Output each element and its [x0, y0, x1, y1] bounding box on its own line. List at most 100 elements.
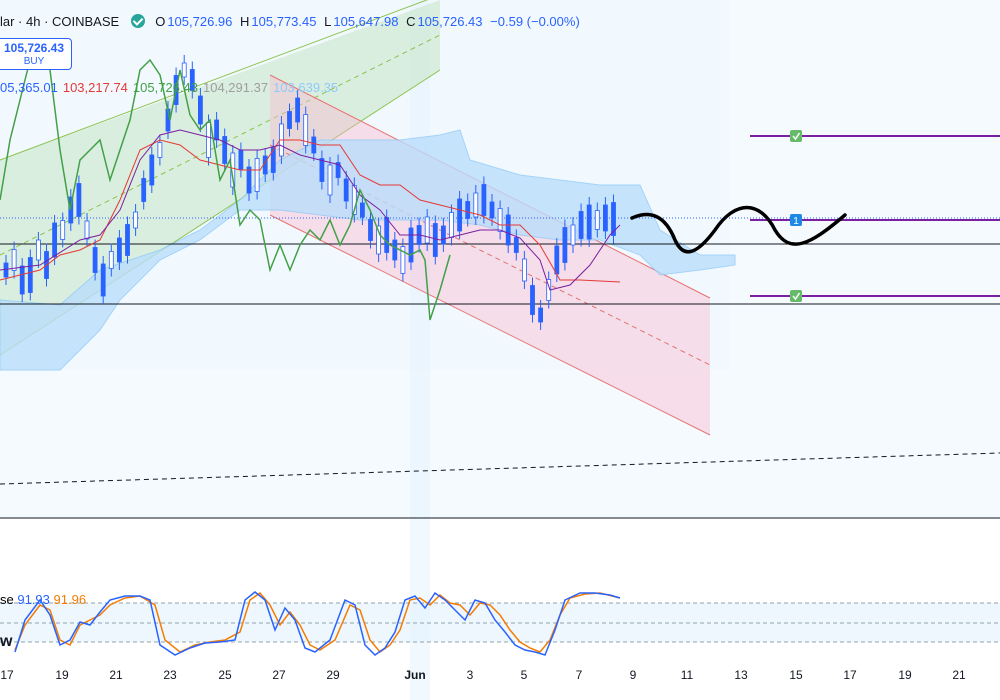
- ichimoku-value-1: 05,365.01: [0, 80, 58, 95]
- candle-body: [513, 237, 519, 253]
- candle-body: [489, 201, 495, 219]
- candle-body: [335, 162, 341, 178]
- time-axis-label: 17: [843, 668, 857, 682]
- candle-body: [562, 227, 568, 263]
- time-axis-label: Jun: [404, 668, 426, 682]
- ohlc-open: O 105,726.96: [155, 14, 233, 29]
- candle-body: [481, 184, 487, 216]
- candle-body: [611, 202, 616, 236]
- target-number-marker[interactable]: 1: [790, 214, 802, 227]
- candle-body: [530, 285, 535, 315]
- svg-text:1: 1: [793, 216, 799, 227]
- time-axis-label: 19: [55, 668, 69, 682]
- candle-body: [76, 183, 82, 217]
- candle-body: [327, 164, 333, 196]
- candle-body: [440, 225, 446, 245]
- kijun-line: [0, 129, 621, 291]
- time-axis-label: 21: [952, 668, 966, 682]
- trend-line-dashed: [0, 452, 1000, 485]
- day-highlight: [410, 0, 430, 700]
- candle-body: [141, 178, 147, 202]
- candle-body: [206, 122, 211, 158]
- time-axis-label: 27: [272, 668, 286, 682]
- time-axis-label: 5: [520, 668, 528, 682]
- ichimoku-cloud: [0, 129, 736, 371]
- ichimoku-value-5: 103,639.35: [273, 80, 339, 95]
- candle-body: [189, 69, 195, 91]
- time-axis-label: 7: [575, 668, 583, 682]
- candle-body: [586, 204, 592, 240]
- buy-label: BUY: [23, 56, 45, 67]
- buy-button[interactable]: 105,726.43 BUY: [0, 38, 72, 70]
- ascending-channel-mid: [0, 34, 441, 256]
- stoch-k-value: 91.93: [17, 592, 50, 607]
- projection-shade: [730, 0, 1000, 518]
- time-axis-label: 15: [789, 668, 803, 682]
- time-axis-label: 29: [326, 668, 340, 682]
- candle-body: [424, 216, 430, 244]
- candle-body: [246, 166, 252, 194]
- ichimoku-value-4: 104,291.37: [203, 80, 269, 95]
- descending-channel-bottom: [269, 214, 711, 436]
- projection-drawing[interactable]: [630, 205, 847, 254]
- chart-header: lar · 4h · COINBASE O 105,726.96 H 105,773.…: [0, 14, 584, 29]
- time-axis-label: 21: [109, 668, 123, 682]
- candle-body: [222, 136, 228, 164]
- target-check-marker-1[interactable]: [790, 130, 802, 142]
- target-check-marker-2[interactable]: [790, 290, 802, 302]
- candle-body: [27, 257, 33, 293]
- candle-body: [392, 239, 398, 261]
- stoch-legend: se 91.93 91.96: [0, 592, 86, 607]
- price-pane-bg: [0, 0, 1000, 518]
- candle-body: [505, 214, 511, 246]
- time-axis-label: 23: [163, 668, 177, 682]
- ichimoku-values-row: 05,365.01 103,217.74 105,726.43 104,291.37 1…: [0, 80, 343, 95]
- candle-body: [238, 150, 244, 170]
- candle-body: [351, 185, 357, 215]
- chikou-line: [0, 54, 451, 321]
- candle-body: [84, 220, 90, 240]
- ohlc-change: −0.59 (−0.00%): [490, 14, 580, 29]
- candle-body: [108, 251, 114, 269]
- candle-body: [465, 201, 471, 219]
- candle-body: [376, 225, 382, 255]
- time-axis-label: 9: [629, 668, 637, 682]
- candle-body: [578, 211, 584, 239]
- candle-body: [181, 62, 187, 78]
- time-axis-label: 11: [680, 668, 694, 682]
- candle-body: [19, 265, 25, 295]
- candle-body: [92, 247, 98, 273]
- candle-body: [343, 178, 349, 202]
- w-label: w: [0, 633, 13, 650]
- ohlc-close: C 105,726.43: [406, 14, 483, 29]
- candle-body: [522, 258, 527, 282]
- candle-body: [52, 222, 57, 258]
- ohlc-high: H 105,773.45: [240, 14, 317, 29]
- candle-body: [60, 220, 66, 240]
- candle-body: [594, 210, 600, 230]
- ohlc-low: L 105,647.98: [324, 14, 399, 29]
- candle-body: [311, 136, 317, 154]
- candle-body: [254, 158, 260, 192]
- candle-body: [125, 224, 130, 256]
- ichimoku-value-2: 103,217.74: [62, 80, 128, 95]
- candle-body: [117, 237, 122, 263]
- lower-shade: [0, 370, 730, 518]
- time-axis-label: 13: [734, 668, 748, 682]
- candle-body: [133, 211, 139, 229]
- time-axis-label: 25: [218, 668, 232, 682]
- candle-body: [287, 111, 292, 129]
- candle-body: [457, 198, 463, 232]
- symbol-label[interactable]: lar · 4h · COINBASE: [0, 14, 120, 29]
- candle-body: [197, 95, 203, 125]
- candle-body: [3, 262, 9, 278]
- stoch-k-line: [14, 591, 621, 656]
- candle-body: [100, 263, 106, 297]
- candle-body: [11, 249, 17, 271]
- candle-body: [157, 142, 163, 158]
- candle-body: [497, 208, 503, 232]
- candle-body: [270, 147, 276, 173]
- candle-body: [400, 246, 406, 274]
- candle-body: [149, 154, 155, 186]
